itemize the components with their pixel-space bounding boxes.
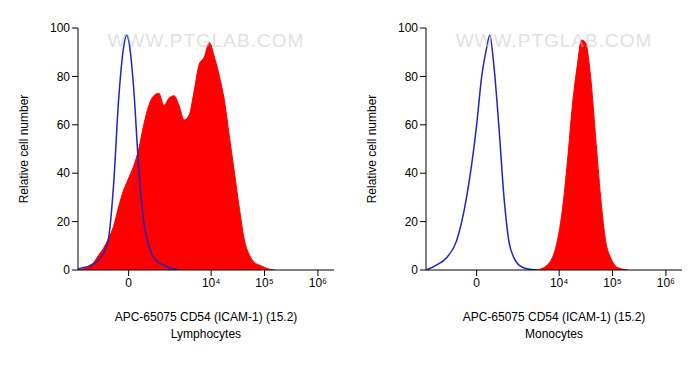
svg-text:80: 80 <box>405 70 419 84</box>
svg-text:0: 0 <box>125 276 132 290</box>
svg-text:10⁴: 10⁴ <box>202 276 221 290</box>
html-text:Lymphocytes: Lymphocytes <box>170 327 242 341</box>
svg-text:Relative cell number: Relative cell number <box>17 95 31 204</box>
svg-text:Relative cell number: Relative cell number <box>365 95 379 204</box>
svg-text:10⁵: 10⁵ <box>255 276 273 290</box>
svg-text:0: 0 <box>473 276 480 290</box>
html-text:WWW.PTGLAB.COM: WWW.PTGLAB.COM <box>107 30 305 51</box>
svg-text:60: 60 <box>405 118 419 132</box>
svg-text:100: 100 <box>398 21 418 35</box>
svg-text:60: 60 <box>57 118 71 132</box>
svg-text:0: 0 <box>63 263 70 277</box>
svg-text:10⁵: 10⁵ <box>603 276 621 290</box>
svg-text:40: 40 <box>57 166 71 180</box>
svg-text:10⁶: 10⁶ <box>657 276 675 290</box>
html-text:WWW.PTGLAB.COM: WWW.PTGLAB.COM <box>455 30 653 51</box>
svg-text:20: 20 <box>57 215 71 229</box>
svg-text:10⁴: 10⁴ <box>550 276 569 290</box>
svg-text:80: 80 <box>57 70 71 84</box>
svg-text:0: 0 <box>411 263 418 277</box>
html-text:APC-65075 CD54 (ICAM-1) (15.2): APC-65075 CD54 (ICAM-1) (15.2) <box>462 310 646 324</box>
svg-text:20: 20 <box>405 215 419 229</box>
svg-text:10⁶: 10⁶ <box>309 276 327 290</box>
svg-text:40: 40 <box>405 166 419 180</box>
html-text:APC-65075 CD54 (ICAM-1) (15.2): APC-65075 CD54 (ICAM-1) (15.2) <box>114 310 298 324</box>
html-text:Monocytes: Monocytes <box>525 327 583 341</box>
svg-text:100: 100 <box>50 21 70 35</box>
